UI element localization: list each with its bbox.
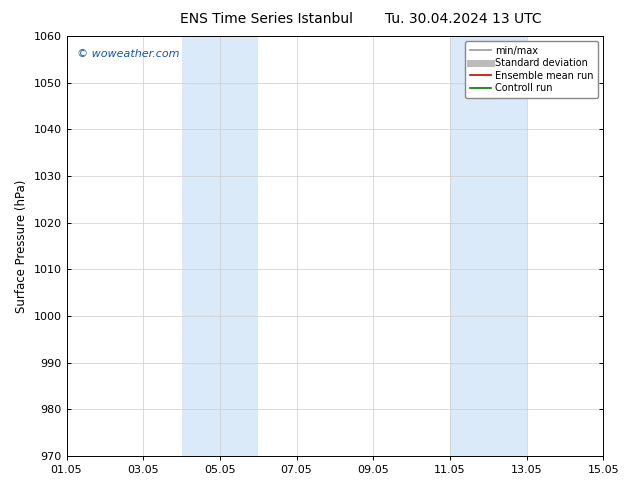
Text: Tu. 30.04.2024 13 UTC: Tu. 30.04.2024 13 UTC — [384, 12, 541, 26]
Bar — [450, 36, 526, 456]
Text: © woweather.com: © woweather.com — [77, 49, 180, 59]
Bar — [181, 36, 258, 456]
Y-axis label: Surface Pressure (hPa): Surface Pressure (hPa) — [15, 179, 28, 313]
Text: ENS Time Series Istanbul: ENS Time Series Istanbul — [180, 12, 353, 26]
Legend: min/max, Standard deviation, Ensemble mean run, Controll run: min/max, Standard deviation, Ensemble me… — [465, 41, 598, 98]
